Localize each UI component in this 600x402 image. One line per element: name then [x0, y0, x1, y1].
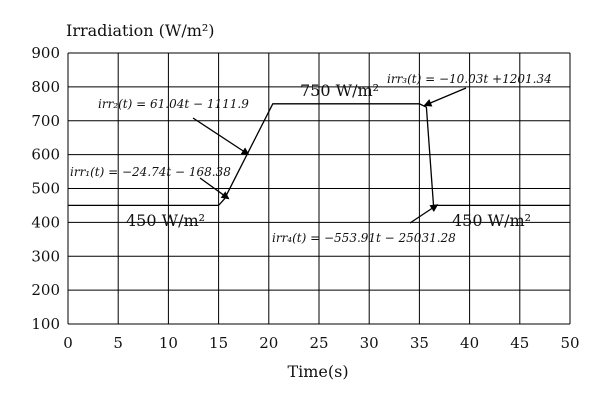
equation-label: irr₃(t) = −10.03t +1201.34	[387, 72, 552, 86]
grid	[67, 52, 571, 325]
y-tick-label: 200	[31, 281, 60, 299]
equation-label: irr₂(t) = 61.04t − 1111.9	[98, 97, 249, 111]
x-tick-label: 25	[309, 334, 328, 352]
x-tick-label: 30	[360, 334, 379, 352]
annotation-arrow	[423, 87, 467, 107]
x-tick-label: 0	[63, 334, 73, 352]
x-tick-label: 50	[560, 334, 579, 352]
y-tick-label: 400	[31, 213, 60, 231]
y-tick-label: 800	[31, 78, 60, 96]
x-axis-title: Time(s)	[287, 362, 348, 381]
level-label: 450 W/m²	[126, 211, 205, 230]
y-axis-title: Irradiation (W/m²)	[66, 21, 215, 40]
annotation-arrows	[192, 87, 467, 224]
y-tick-label: 300	[31, 247, 60, 265]
x-tick-label: 15	[209, 334, 228, 352]
level-label: 450 W/m²	[452, 211, 531, 230]
y-tick-label: 500	[31, 180, 60, 198]
x-tick-label: 5	[113, 334, 123, 352]
y-tick-label: 600	[31, 146, 60, 164]
annotation-arrow	[409, 204, 439, 224]
series-line-irradiation	[68, 103, 570, 207]
y-tick-label: 900	[31, 44, 60, 62]
equation-label: irr₄(t) = −553.91t − 25031.28	[272, 231, 456, 245]
x-tick-label: 10	[159, 334, 178, 352]
x-tick-label: 45	[510, 334, 529, 352]
x-tick-label: 35	[410, 334, 429, 352]
annotation-arrow	[199, 177, 230, 200]
x-tick-label: 20	[259, 334, 278, 352]
level-label: 750 W/m²	[300, 81, 379, 100]
annotations: irr₂(t) = 61.04t − 1111.9 irr₁(t) = −24.7…	[70, 72, 552, 245]
tick-labels: 0 5 10 15 20 25 30 35 40 45 50 100 200 300 400 500 600 70…	[31, 44, 579, 352]
x-tick-label: 40	[460, 334, 479, 352]
y-tick-label: 700	[31, 112, 60, 130]
series-layer	[68, 103, 570, 207]
equation-label: irr₁(t) = −24.74t − 168.38	[70, 165, 231, 179]
annotation-arrow	[192, 117, 250, 156]
y-tick-label: 100	[31, 315, 60, 333]
